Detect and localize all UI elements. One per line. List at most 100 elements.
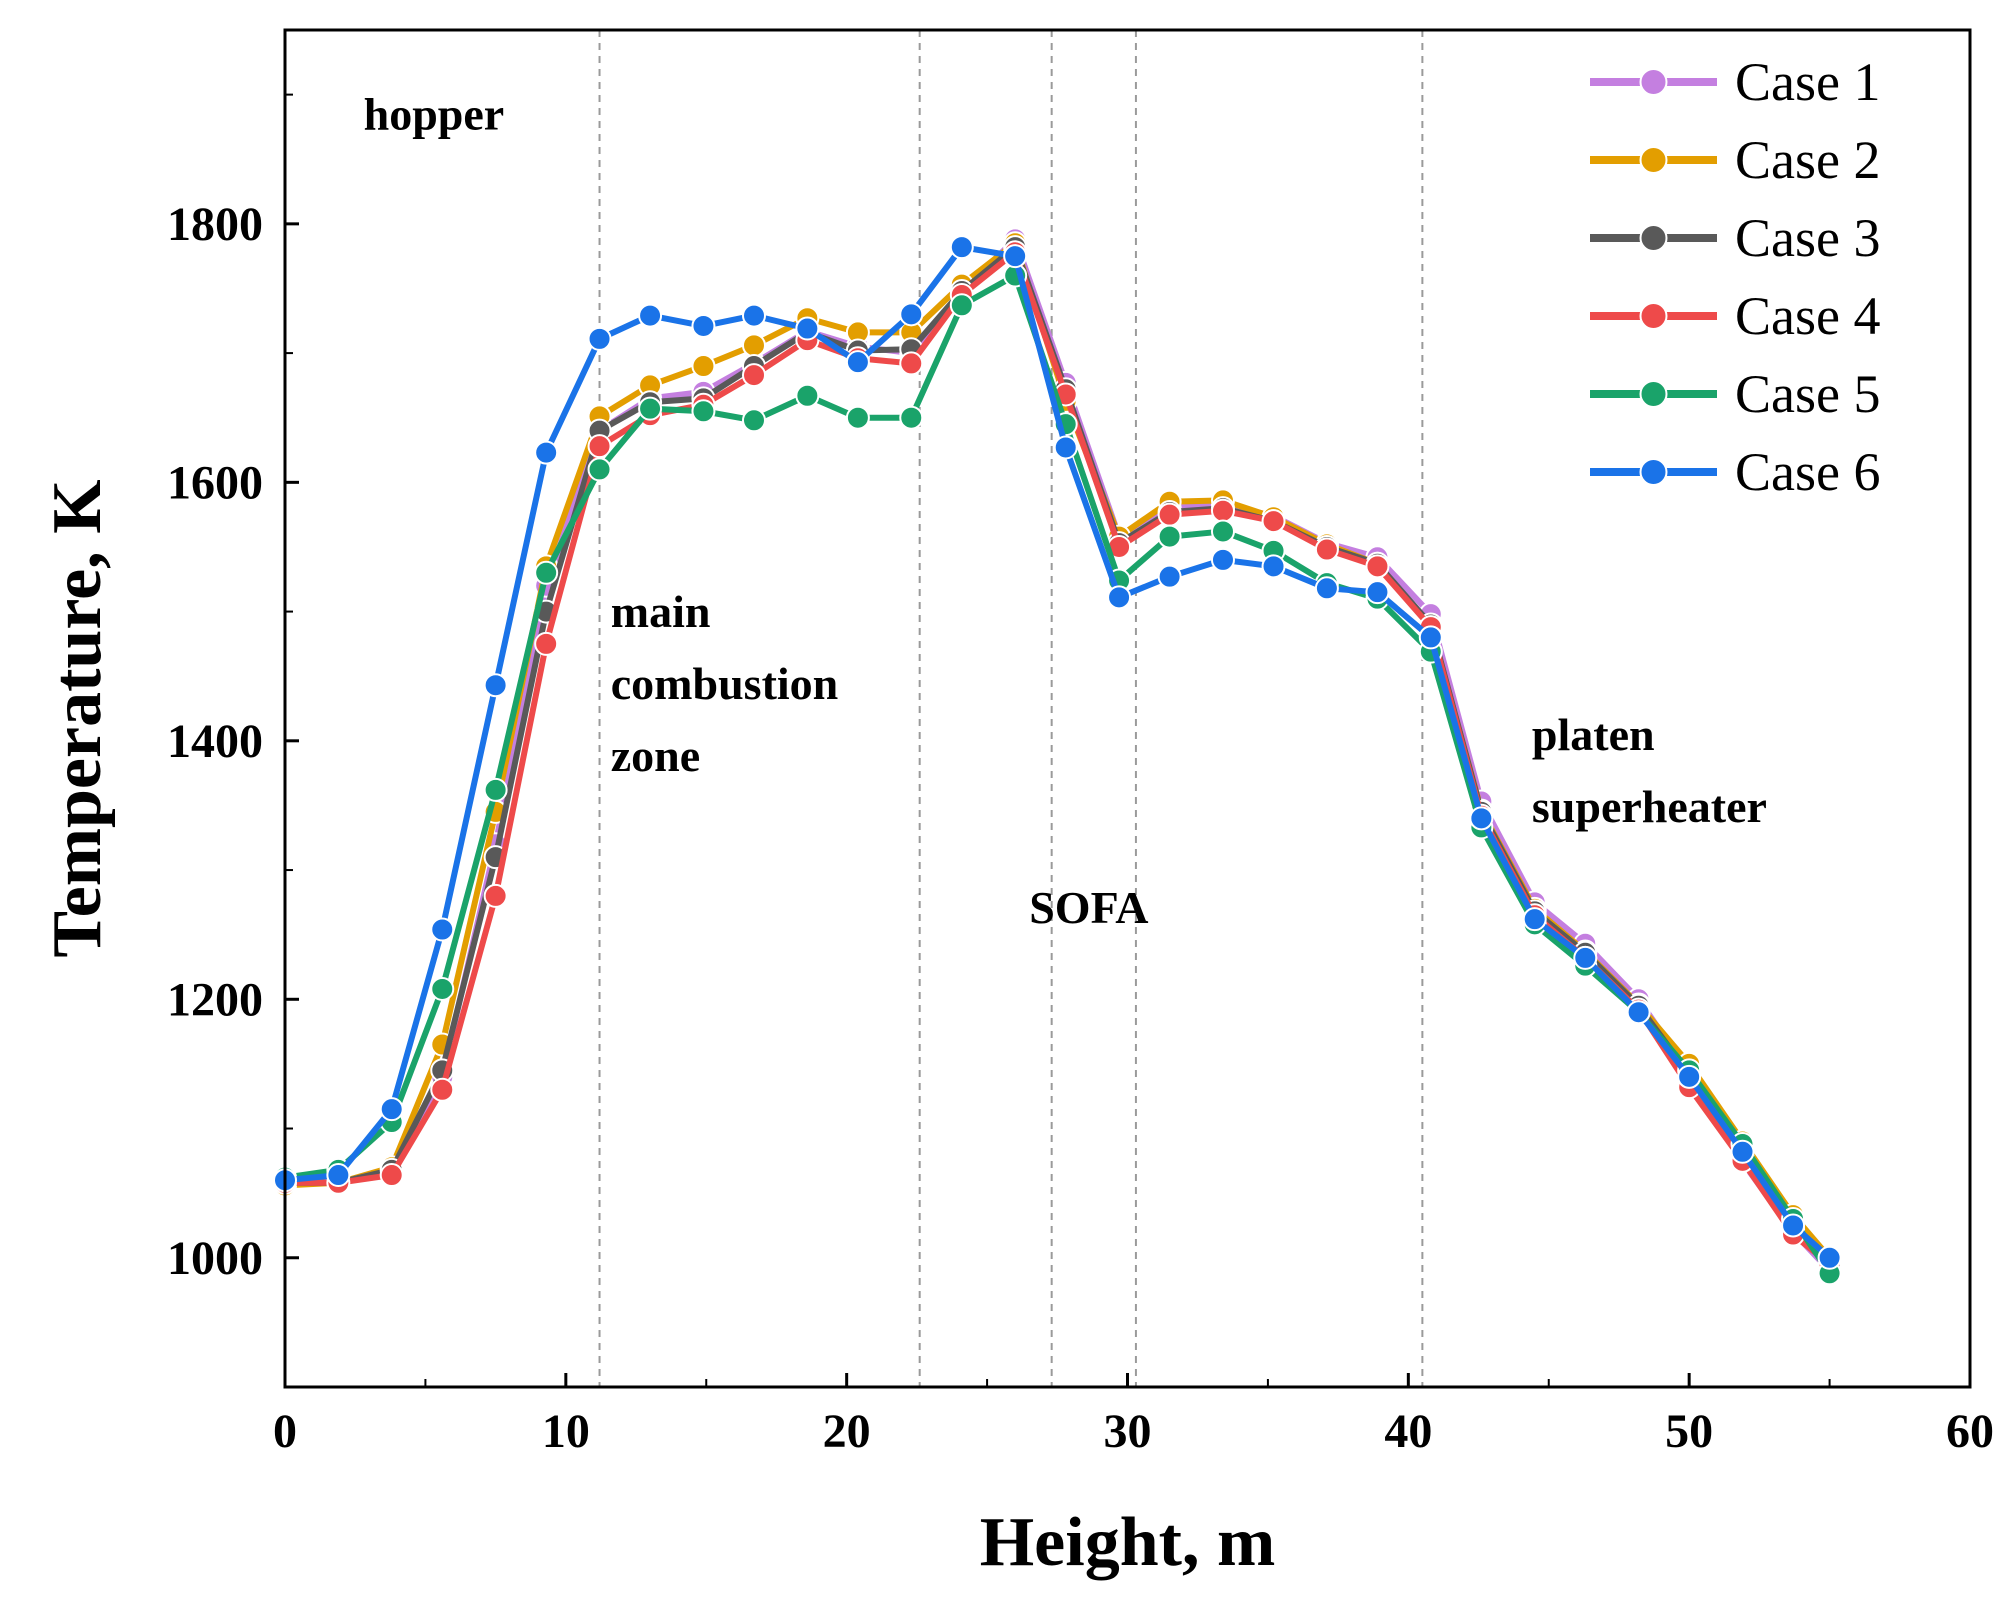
- series-layer: [273, 227, 1842, 1286]
- data-point-case-5: [795, 383, 820, 408]
- data-point-case-4: [1210, 498, 1235, 523]
- data-point-case-6: [741, 303, 766, 328]
- annotation-main-combustion-zone: main combustion zone: [611, 586, 838, 781]
- data-point-case-4: [741, 363, 766, 388]
- legend-item-case-2: Case 2: [1590, 130, 1880, 190]
- data-point-case-6: [587, 326, 612, 351]
- legend-swatch-marker: [1639, 302, 1668, 330]
- data-point-case-6: [1626, 1000, 1651, 1025]
- legend-label: Case 6: [1735, 442, 1880, 502]
- data-point-case-5: [1210, 519, 1235, 544]
- data-point-case-6: [1003, 244, 1028, 269]
- y-tick-label-1600: 1600: [167, 456, 263, 509]
- data-point-case-6: [1053, 435, 1078, 460]
- data-point-case-6: [1210, 547, 1235, 572]
- data-point-case-5: [483, 777, 508, 802]
- annotation-line: superheater: [1532, 781, 1767, 832]
- data-point-case-6: [1418, 625, 1443, 650]
- data-point-case-5: [949, 293, 974, 318]
- annotation-line: platen: [1532, 709, 1655, 760]
- axis-ticks: 0 10 20 30 40 50 60 1000 1200 1400 1600 1800: [167, 93, 1994, 1458]
- zone-annotations: hopper main combustion zone SOFA platen superh…: [364, 89, 1767, 934]
- data-point-case-4: [1261, 509, 1286, 534]
- data-point-case-5: [430, 976, 455, 1001]
- data-point-case-5: [587, 457, 612, 482]
- data-point-case-6: [899, 302, 924, 327]
- data-point-case-6: [1817, 1245, 1842, 1270]
- y-tick-label-1400: 1400: [167, 715, 263, 768]
- data-point-case-4: [483, 883, 508, 908]
- legend-item-case-3: Case 3: [1590, 208, 1880, 268]
- x-axis-title: Height, m: [980, 1504, 1276, 1581]
- annotation-line: zone: [611, 730, 700, 781]
- data-point-case-5: [638, 396, 663, 421]
- legend-swatch-marker: [1639, 146, 1668, 174]
- data-point-case-6: [1781, 1213, 1806, 1238]
- legend: Case 1 Case 2 Case 3 Case 4 Case 5 Case 6: [1590, 52, 1880, 502]
- data-point-case-6: [638, 303, 663, 328]
- annotation-line: hopper: [364, 89, 505, 140]
- data-point-case-5: [845, 405, 870, 430]
- data-point-case-6: [1157, 564, 1182, 589]
- data-point-case-5: [741, 408, 766, 433]
- data-point-case-2: [691, 354, 716, 379]
- data-point-case-4: [430, 1077, 455, 1102]
- data-point-case-5: [1157, 524, 1182, 549]
- data-point-case-4: [534, 631, 559, 656]
- data-point-case-5: [899, 405, 924, 430]
- data-point-case-4: [587, 434, 612, 459]
- legend-swatch-marker: [1639, 458, 1668, 486]
- data-point-case-6: [691, 313, 716, 338]
- x-tick-label-30: 30: [1104, 1405, 1152, 1458]
- data-point-case-6: [1730, 1139, 1755, 1164]
- legend-swatch-marker: [1639, 224, 1668, 252]
- data-point-case-6: [1522, 907, 1547, 932]
- data-point-case-6: [534, 440, 559, 465]
- data-point-case-6: [379, 1097, 404, 1122]
- data-point-case-6: [483, 673, 508, 698]
- annotation-line: combustion: [611, 658, 838, 709]
- data-point-case-6: [795, 316, 820, 341]
- data-point-case-6: [1107, 585, 1132, 610]
- x-tick-label-0: 0: [273, 1405, 297, 1458]
- data-point-case-4: [1314, 537, 1339, 562]
- legend-swatch-marker: [1639, 68, 1668, 96]
- legend-item-case-6: Case 6: [1590, 442, 1880, 502]
- series-case-6: [273, 235, 1842, 1270]
- legend-label: Case 1: [1735, 52, 1880, 112]
- annotation-line: SOFA: [1029, 882, 1148, 933]
- y-tick-label-1800: 1800: [167, 198, 263, 251]
- y-tick-label-1000: 1000: [167, 1232, 263, 1285]
- data-point-case-4: [899, 351, 924, 376]
- legend-label: Case 4: [1735, 286, 1880, 346]
- legend-label: Case 3: [1735, 208, 1880, 268]
- legend-label: Case 5: [1735, 364, 1880, 424]
- annotation-sofa: SOFA: [1029, 882, 1148, 933]
- legend-swatch-marker: [1639, 380, 1668, 408]
- annotation-hopper: hopper: [364, 89, 505, 140]
- data-point-case-4: [1365, 554, 1390, 579]
- x-tick-label-50: 50: [1665, 1405, 1713, 1458]
- legend-item-case-5: Case 5: [1590, 364, 1880, 424]
- data-point-case-5: [691, 399, 716, 424]
- data-point-case-4: [1157, 502, 1182, 527]
- data-point-case-6: [1314, 576, 1339, 601]
- legend-item-case-4: Case 4: [1590, 286, 1880, 346]
- plot-frame: [283, 28, 1972, 1389]
- y-axis-title: Temperature, K: [39, 479, 116, 957]
- data-point-case-6: [430, 917, 455, 942]
- x-tick-label-20: 20: [823, 1405, 871, 1458]
- data-point-case-6: [1677, 1064, 1702, 1089]
- data-point-case-6: [845, 350, 870, 375]
- y-tick-label-1200: 1200: [167, 973, 263, 1026]
- x-tick-label-10: 10: [542, 1405, 590, 1458]
- data-point-case-6: [1573, 945, 1598, 970]
- annotation-line: main: [611, 586, 711, 637]
- data-point-case-6: [1365, 580, 1390, 605]
- zone-boundary-lines: [598, 30, 1424, 1387]
- data-point-case-6: [326, 1163, 351, 1188]
- legend-item-case-1: Case 1: [1590, 52, 1880, 112]
- x-tick-label-40: 40: [1384, 1405, 1432, 1458]
- data-point-case-4: [379, 1163, 404, 1188]
